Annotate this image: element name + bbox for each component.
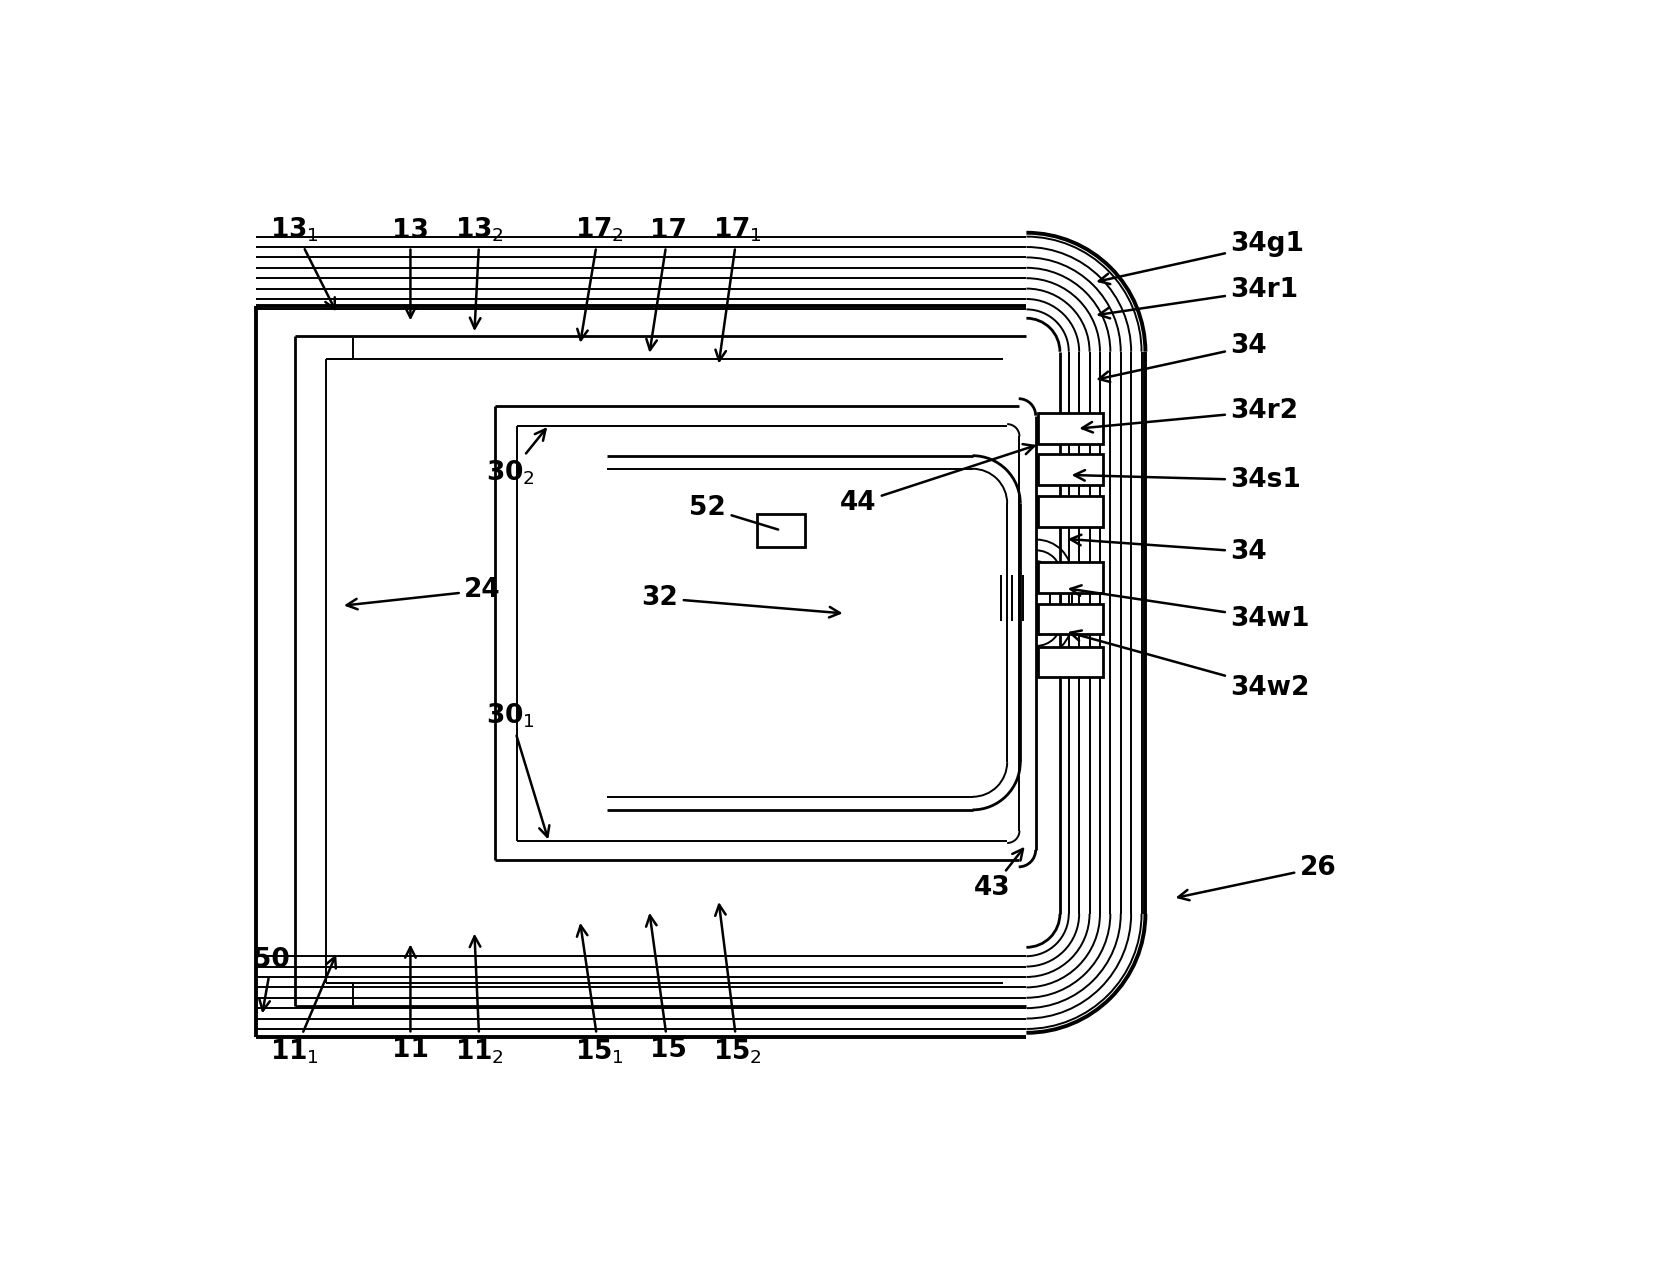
- Text: 15$_2$: 15$_2$: [714, 905, 762, 1065]
- Text: 11$_1$: 11$_1$: [270, 956, 336, 1065]
- Bar: [1038, 496, 1103, 527]
- Text: 11$_2$: 11$_2$: [455, 936, 504, 1065]
- Text: 13: 13: [391, 218, 428, 318]
- Text: 34s1: 34s1: [1075, 468, 1301, 494]
- Text: 13$_2$: 13$_2$: [455, 215, 504, 328]
- Text: 44: 44: [840, 444, 1034, 517]
- Text: 30$_1$: 30$_1$: [485, 701, 549, 837]
- Bar: [757, 514, 804, 546]
- Text: 50: 50: [254, 947, 290, 1010]
- Bar: [1038, 562, 1103, 592]
- Text: 34w2: 34w2: [1070, 631, 1310, 701]
- Text: 34: 34: [1071, 535, 1268, 565]
- Bar: [1038, 413, 1103, 444]
- Text: 26: 26: [1179, 855, 1336, 900]
- Text: 52: 52: [690, 495, 777, 529]
- Text: 13$_1$: 13$_1$: [270, 215, 334, 309]
- Text: 43: 43: [974, 849, 1023, 901]
- Bar: [1038, 454, 1103, 485]
- Text: 34: 34: [1098, 333, 1268, 382]
- Text: 34g1: 34g1: [1098, 231, 1305, 285]
- Text: 11: 11: [391, 947, 428, 1063]
- Text: 30$_2$: 30$_2$: [485, 429, 546, 487]
- Text: 17: 17: [646, 218, 687, 350]
- Text: 15$_1$: 15$_1$: [574, 926, 623, 1065]
- Text: 32: 32: [641, 585, 840, 618]
- Bar: [1038, 646, 1103, 677]
- Text: 17$_1$: 17$_1$: [714, 215, 762, 360]
- Text: 34r2: 34r2: [1081, 397, 1298, 432]
- Text: 15: 15: [646, 915, 687, 1063]
- Bar: [1038, 604, 1103, 635]
- Text: 17$_2$: 17$_2$: [574, 215, 623, 340]
- Text: 34r1: 34r1: [1100, 277, 1298, 318]
- Text: 34w1: 34w1: [1071, 586, 1310, 632]
- Text: 24: 24: [346, 577, 500, 609]
